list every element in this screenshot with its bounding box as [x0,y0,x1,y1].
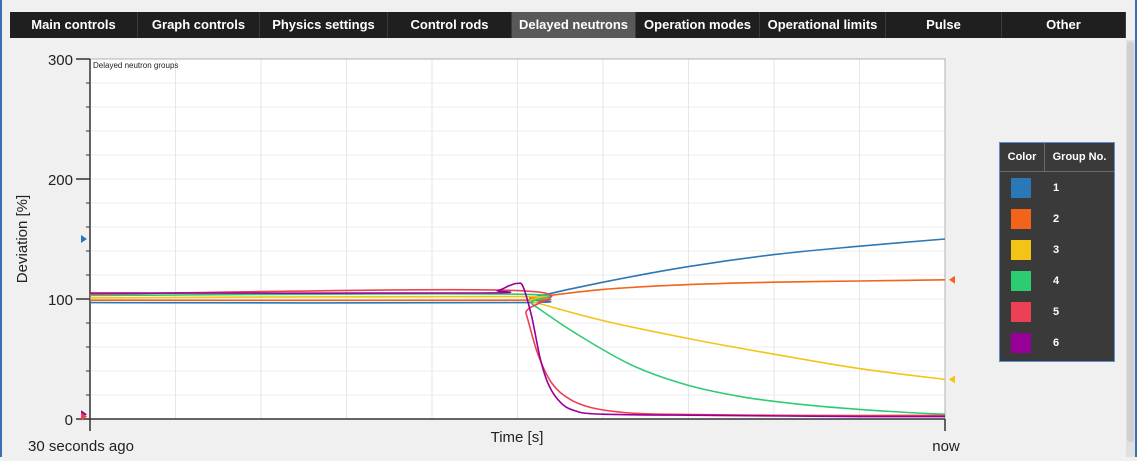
y-axis-title: Deviation [%] [14,195,31,283]
series-line-group-4 [89,292,946,415]
legend-group-number: 5 [1053,305,1060,318]
tab-operational-limits[interactable]: Operational limits [760,12,886,38]
legend-swatch [1011,301,1031,322]
y-tick-label: 300 [48,52,73,69]
legend-swatch [1011,332,1031,353]
series-line-group-3 [89,295,946,381]
chart-area: 0 100 200 300 30 seconds ago now Time [s] Devia… [0,40,1137,457]
tab-delayed-neutrons[interactable]: Delayed neutrons [512,12,636,38]
tab-other[interactable]: Other [1002,12,1126,38]
tab-control-rods[interactable]: Control rods [388,12,512,38]
legend-group-number: 1 [1053,181,1060,194]
series-line-group-2 [89,279,946,302]
delayed-neutron-chart: 0 100 200 300 30 seconds ago now Time [s] Devia… [14,52,960,455]
legend-swatch [1011,177,1031,198]
y-marker-right-group-3 [949,375,955,384]
legend-col-color: Color [1000,143,1045,171]
y-marker-group-5 [81,412,87,421]
tab-graph-controls[interactable]: Graph controls [138,12,260,38]
y-tick-label: 0 [65,412,73,429]
legend-group-number: 6 [1053,336,1060,349]
legend-row-group-5: 5 [1000,296,1114,327]
tab-main-controls[interactable]: Main controls [10,12,138,38]
legend-row-group-2: 2 [1000,203,1114,234]
legend-group-number: 4 [1053,274,1060,287]
x-tick-label-end: now [932,438,960,455]
group-legend: Color Group No. 1 2 3 4 5 6 [999,142,1115,362]
y-tick-label: 100 [48,292,73,309]
legend-row-group-4: 4 [1000,265,1114,296]
legend-group-number: 2 [1053,212,1060,225]
series-line-group-1 [89,238,946,304]
series-line-group-6 [89,282,946,418]
scrollbar-thumb[interactable] [1127,42,1134,442]
legend-row-group-1: 1 [1000,172,1114,203]
x-tick-label-start: 30 seconds ago [28,438,134,455]
legend-col-group: Group No. [1052,151,1107,163]
legend-swatch [1011,208,1031,229]
legend-row-group-6: 6 [1000,327,1114,358]
legend-group-number: 3 [1053,243,1060,256]
tab-physics-settings[interactable]: Physics settings [260,12,388,38]
tab-bar: Main controls Graph controls Physics setti… [10,12,1126,38]
tab-operation-modes[interactable]: Operation modes [636,12,760,38]
vertical-scrollbar[interactable] [1126,40,1135,457]
legend-swatch [1011,270,1031,291]
legend-row-group-3: 3 [1000,234,1114,265]
y-marker-group-1 [81,235,87,243]
y-marker-right-group-2 [949,275,955,284]
legend-rows: 1 2 3 4 5 6 [1000,172,1114,358]
chart-title: Delayed neutron groups [93,61,178,70]
y-tick-label: 200 [48,172,73,189]
tab-pulse[interactable]: Pulse [886,12,1002,38]
legend-swatch [1011,239,1031,260]
x-axis-title: Time [s] [491,429,544,446]
legend-header: Color Group No. [1000,143,1114,172]
